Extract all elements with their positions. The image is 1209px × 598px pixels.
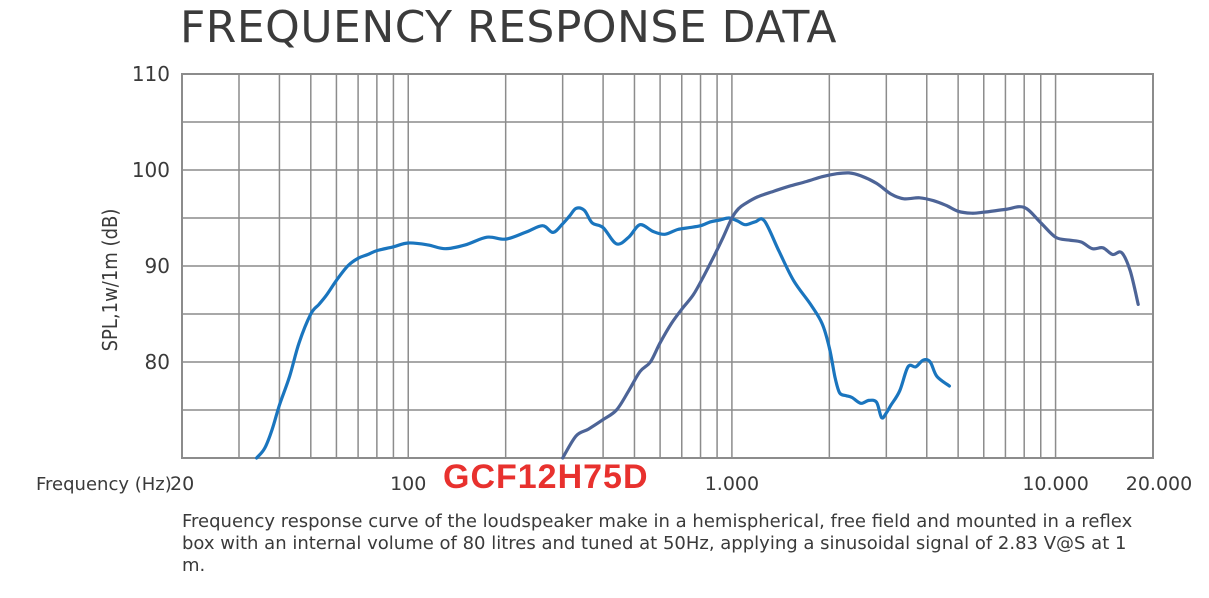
chart-ticks: 80 90 100 110 20 100 1.000 10.000 20.000 Frequenc… [36, 62, 1192, 495]
series-line-2 [561, 171, 1140, 460]
chart-series [255, 171, 1140, 460]
x-tick-label: 10.000 [1022, 473, 1088, 495]
plot-frame [181, 73, 1154, 459]
y-tick-label: 100 [132, 158, 170, 182]
y-tick-label: 90 [145, 254, 170, 278]
x-tick-label: 20.000 [1126, 473, 1192, 495]
chart-title: FREQUENCY RESPONSE DATA [180, 2, 837, 53]
chart-caption: Frequency response curve of the loudspea… [182, 511, 1133, 576]
x-tick-label: 1.000 [705, 473, 759, 495]
y-tick-label: 110 [132, 62, 170, 86]
series-line-1 [255, 206, 951, 460]
x-axis-label: Frequency (Hz) [36, 474, 172, 495]
y-tick-label: 80 [145, 350, 170, 374]
x-tick-label: 100 [390, 473, 426, 495]
model-name: GCF12H75D [443, 458, 649, 496]
x-tick-label: 20 [170, 473, 194, 495]
chart-grid [181, 73, 1154, 459]
